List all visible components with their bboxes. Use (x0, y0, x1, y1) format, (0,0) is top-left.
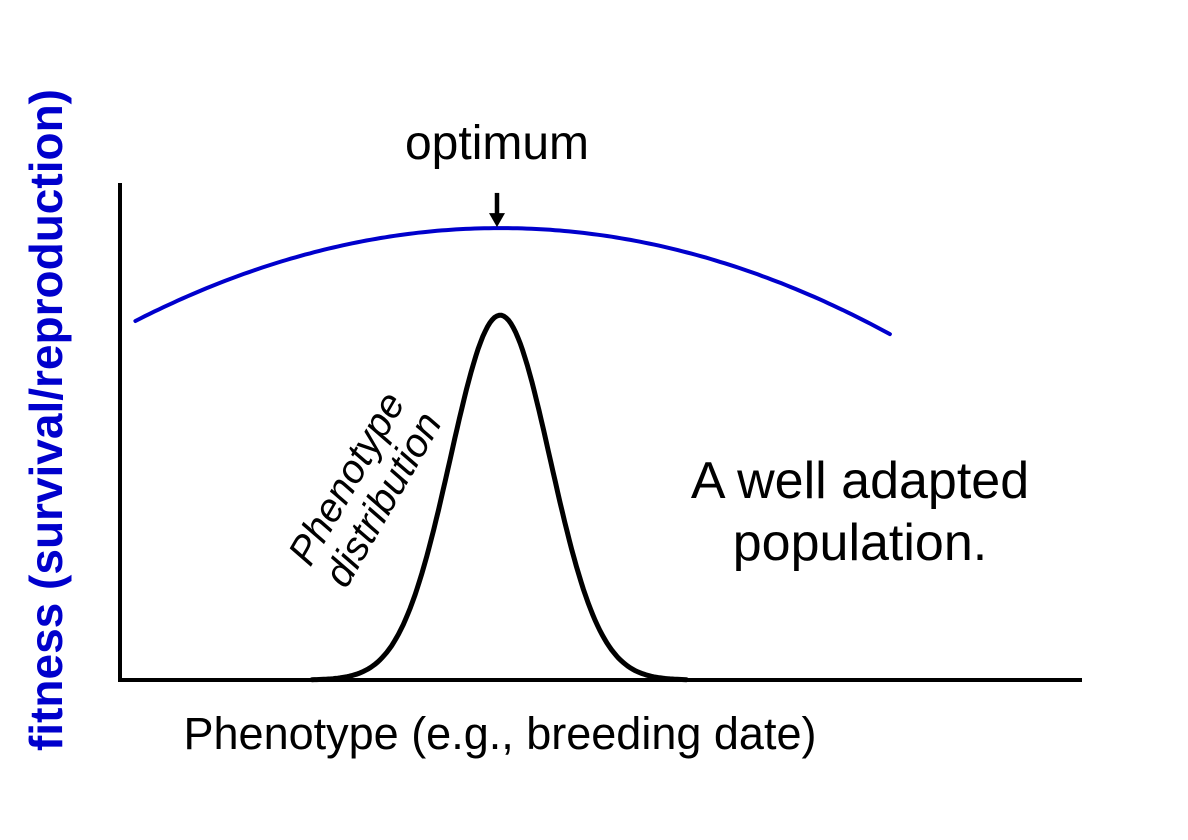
caption-line2: population. (732, 514, 988, 573)
phenotype-distribution-curve (309, 312, 689, 683)
axes-lines (118, 183, 1082, 682)
y-axis-label-area: fitness (survival/reproduction) (0, 0, 92, 840)
caption-text: A well adapted population. (630, 450, 1090, 575)
x-axis-label: Phenotype (e.g., breeding date) (183, 708, 817, 759)
optimum-annotation-label: optimum (404, 117, 590, 170)
y-axis-label: fitness (survival/reproduction) (20, 88, 72, 752)
fitness-function-curve (133, 226, 892, 337)
optimum-arrow-head (488, 213, 505, 228)
caption-line1: A well adapted (690, 452, 1030, 510)
